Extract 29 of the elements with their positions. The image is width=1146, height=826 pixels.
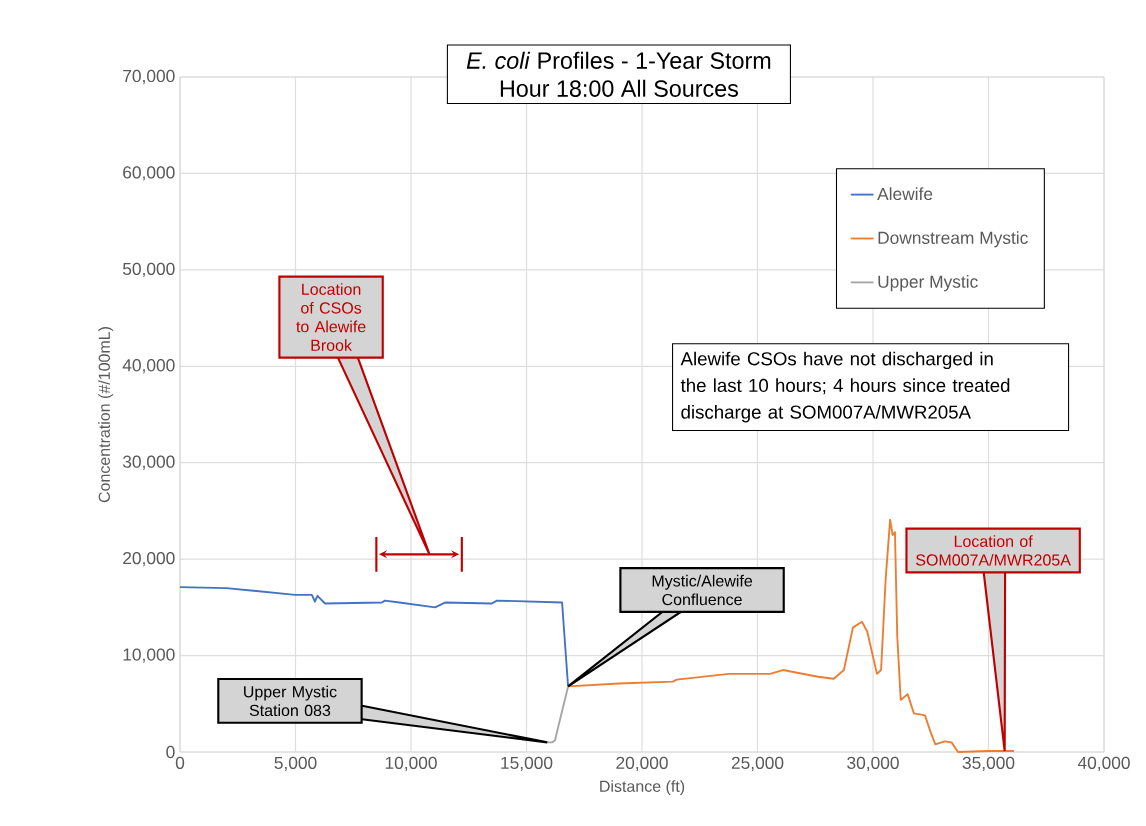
annotation: Location of SOM007A/MWR205A: [916, 535, 1071, 566]
y-axis-title: Concentration (#/100mL): [98, 327, 114, 503]
x-tick-label: 25,000: [731, 756, 784, 772]
x-tick-label: 30,000: [847, 756, 899, 772]
x-tick-label: 35,000: [962, 756, 1015, 772]
y-tick-label: 30,000: [122, 455, 175, 470]
y-tick-label: 50,000: [122, 262, 175, 278]
y-tick-label: 70,000: [123, 69, 175, 85]
y-tick-label: 0: [166, 745, 175, 759]
x-tick-label: 40,000: [1077, 756, 1130, 772]
annotation: Alewife CSOs have not discharged in the last 10 hours; 4 hours since treated discharge at SOM007A/MWR205A: [680, 351, 1010, 423]
annotation: Location of CSOs to Alewife Brook: [296, 283, 366, 351]
x-axis-title: Distance (ft): [600, 780, 685, 796]
y-tick-label: 10,000: [123, 648, 175, 663]
annotation: Upper Mystic Station 083: [244, 685, 337, 717]
x-tick-label: 15,000: [501, 756, 553, 772]
x-tick-label: 20,000: [616, 756, 668, 772]
annotation: Mystic/Alewife Confluence: [652, 574, 753, 606]
legend-label: Downstream Mystic: [878, 231, 1028, 248]
x-tick-label: 0: [175, 756, 185, 769]
chart-title: E. coli Profiles - 1-Year Storm: [466, 51, 771, 69]
legend-label: Alewife: [877, 187, 933, 201]
y-tick-label: 60,000: [123, 166, 175, 181]
y-tick-label: 40,000: [122, 359, 175, 374]
y-tick-label: 20,000: [123, 551, 175, 567]
legend-label: Upper Mystic: [878, 275, 978, 292]
chart-subtitle: Hour 18:00 All Sources: [500, 79, 738, 97]
x-tick-label: 5,000: [274, 756, 317, 772]
x-tick-label: 10,000: [385, 756, 437, 772]
